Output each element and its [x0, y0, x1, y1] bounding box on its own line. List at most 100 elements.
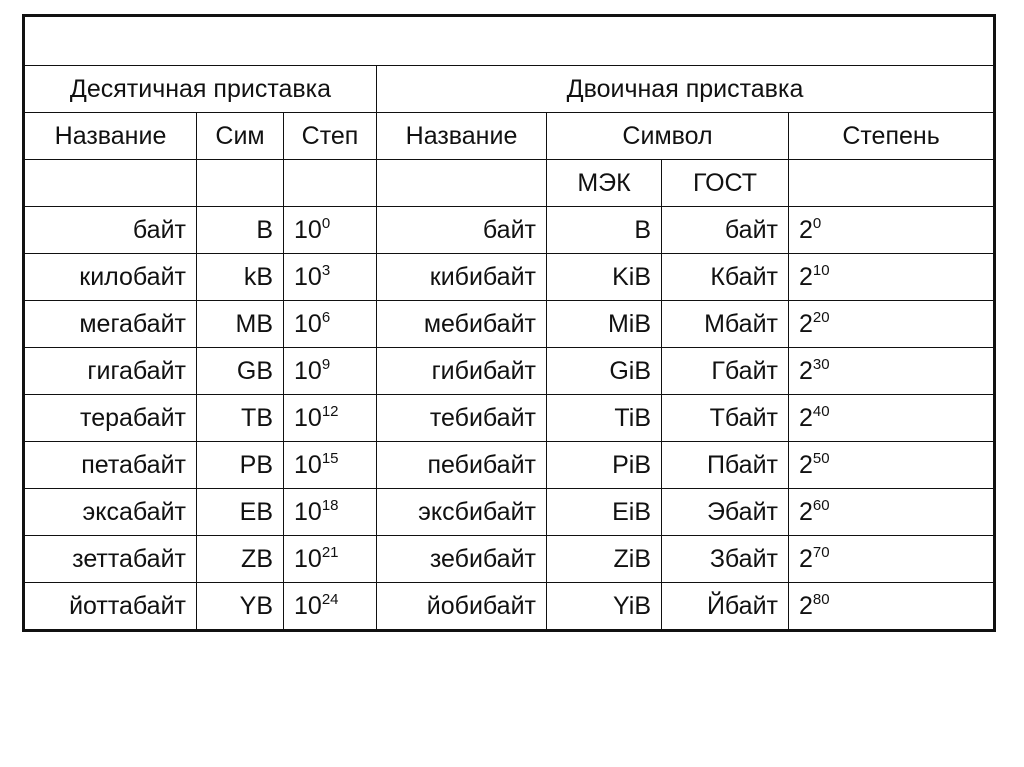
decimal-symbol: PB: [196, 441, 284, 489]
table-row: петабайт PB 1015 пебибайт PiB Пбайт 250: [23, 441, 996, 489]
units-table: Десятичная приставка Двоичная приставка …: [22, 14, 997, 632]
decimal-symbol: EB: [196, 488, 284, 536]
decimal-symbol: B: [196, 206, 284, 254]
decimal-symbol: ZB: [196, 535, 284, 583]
empty-cell: [787, 159, 996, 207]
gost-symbol: Мбайт: [661, 300, 789, 348]
binary-name: кибибайт: [376, 253, 547, 301]
empty-cell: [23, 159, 197, 207]
iec-symbol: EiB: [546, 488, 662, 536]
binary-power: 280: [787, 582, 996, 631]
power-exponent: 12: [321, 402, 339, 420]
binary-power: 230: [787, 347, 996, 395]
iec-symbol: PiB: [546, 441, 662, 489]
power-exponent: 3: [321, 261, 331, 279]
power-exponent: 21: [321, 543, 339, 561]
power-base: 2: [799, 356, 813, 385]
decimal-symbol: GB: [196, 347, 284, 395]
decimal-power: 103: [283, 253, 377, 301]
binary-name: тебибайт: [376, 394, 547, 442]
decimal-name: байт: [23, 206, 197, 254]
power-base: 2: [799, 262, 813, 291]
power-exponent: 60: [812, 496, 830, 514]
decimal-power: 1018: [283, 488, 377, 536]
power-exponent: 0: [812, 214, 822, 232]
power-exponent: 80: [812, 590, 830, 608]
power-exponent: 9: [321, 355, 331, 373]
binary-power: 260: [787, 488, 996, 536]
power-exponent: 40: [812, 402, 830, 420]
decimal-power: 1015: [283, 441, 377, 489]
binary-power: 210: [787, 253, 996, 301]
gost-symbol: Кбайт: [661, 253, 789, 301]
power-base: 10: [294, 544, 322, 573]
power-base: 2: [799, 544, 813, 573]
header-iec: МЭК: [546, 159, 662, 207]
binary-name: мебибайт: [376, 300, 547, 348]
power-exponent: 6: [321, 308, 331, 326]
header-decimal-name: Название: [23, 112, 197, 160]
gost-symbol: Эбайт: [661, 488, 789, 536]
power-exponent: 20: [812, 308, 830, 326]
binary-power: 240: [787, 394, 996, 442]
binary-power: 250: [787, 441, 996, 489]
decimal-power: 1024: [283, 582, 377, 631]
binary-name: эксбибайт: [376, 488, 547, 536]
decimal-power: 100: [283, 206, 377, 254]
power-base: 10: [294, 356, 322, 385]
power-base: 10: [294, 309, 322, 338]
power-base: 2: [799, 450, 813, 479]
decimal-prefix-header: Десятичная приставка: [23, 65, 377, 113]
header-binary-name: Название: [376, 112, 547, 160]
power-base: 2: [799, 215, 813, 244]
power-exponent: 70: [812, 543, 830, 561]
decimal-name: йоттабайт: [23, 582, 197, 631]
power-exponent: 30: [812, 355, 830, 373]
gost-symbol: Збайт: [661, 535, 789, 583]
decimal-power: 1012: [283, 394, 377, 442]
binary-name: байт: [376, 206, 547, 254]
decimal-name: килобайт: [23, 253, 197, 301]
decimal-name: петабайт: [23, 441, 197, 489]
gost-symbol: Тбайт: [661, 394, 789, 442]
header-binary-symbol: Символ: [546, 112, 789, 160]
sub-header-row: МЭК ГОСТ: [23, 159, 996, 207]
binary-name: зебибайт: [376, 535, 547, 583]
header-decimal-power: Степ: [283, 112, 377, 160]
table-row: зеттабайт ZB 1021 зебибайт ZiB Збайт 270: [23, 535, 996, 583]
decimal-power: 106: [283, 300, 377, 348]
iec-symbol: ZiB: [546, 535, 662, 583]
iec-symbol: TiB: [546, 394, 662, 442]
power-exponent: 0: [321, 214, 331, 232]
table-row: йоттабайт YB 1024 йобибайт YiB Йбайт 280: [23, 582, 996, 631]
table-row: килобайт kB 103 кибибайт KiB Кбайт 210: [23, 253, 996, 301]
power-exponent: 18: [321, 496, 339, 514]
decimal-name: эксабайт: [23, 488, 197, 536]
binary-name: гибибайт: [376, 347, 547, 395]
power-base: 10: [294, 591, 322, 620]
header-binary-power: Степень: [787, 112, 996, 160]
table-row: эксабайт EB 1018 эксбибайт EiB Эбайт 260: [23, 488, 996, 536]
header-gost: ГОСТ: [661, 159, 789, 207]
power-exponent: 24: [321, 590, 339, 608]
table-row: терабайт TB 1012 тебибайт TiB Тбайт 240: [23, 394, 996, 442]
empty-cell: [196, 159, 284, 207]
empty-cell: [376, 159, 547, 207]
power-base: 2: [799, 403, 813, 432]
binary-name: пебибайт: [376, 441, 547, 489]
decimal-name: зеттабайт: [23, 535, 197, 583]
iec-symbol: KiB: [546, 253, 662, 301]
iec-symbol: YiB: [546, 582, 662, 631]
power-exponent: 10: [812, 261, 830, 279]
gost-symbol: Йбайт: [661, 582, 789, 631]
power-base: 2: [799, 497, 813, 526]
decimal-power: 109: [283, 347, 377, 395]
power-exponent: 15: [321, 449, 339, 467]
decimal-name: мегабайт: [23, 300, 197, 348]
group-header-row: Десятичная приставка Двоичная приставка: [23, 65, 996, 113]
decimal-power: 1021: [283, 535, 377, 583]
power-base: 10: [294, 262, 322, 291]
binary-name: йобибайт: [376, 582, 547, 631]
gost-symbol: Гбайт: [661, 347, 789, 395]
binary-prefix-header: Двоичная приставка: [375, 65, 996, 113]
